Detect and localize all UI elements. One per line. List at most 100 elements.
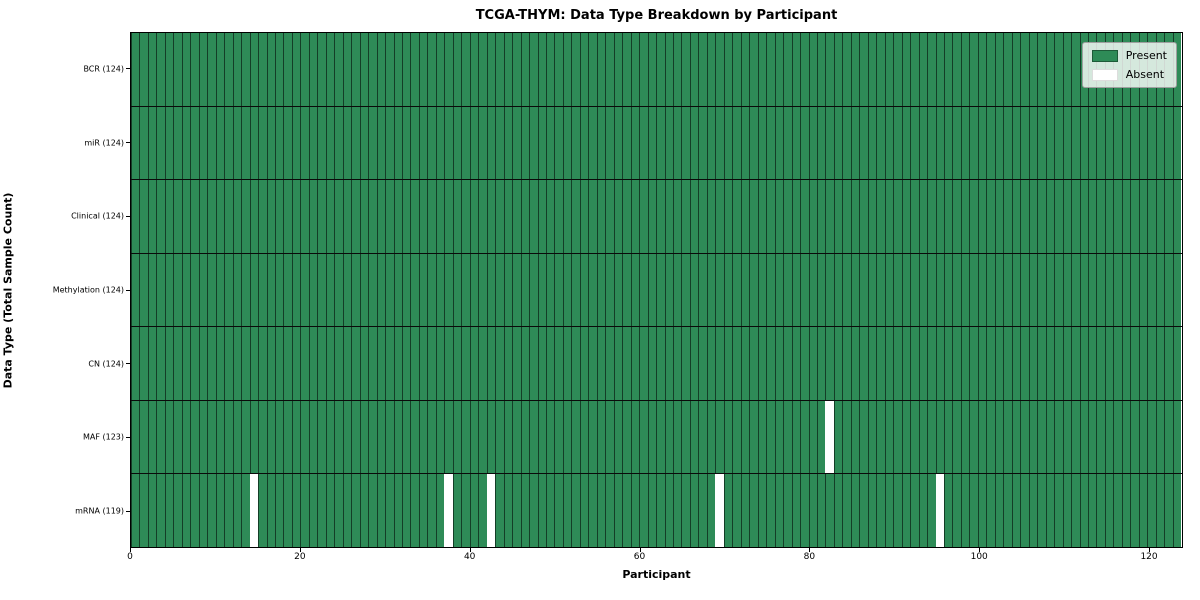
heatmap-cell	[918, 33, 928, 106]
heatmap-cell	[901, 327, 911, 400]
heatmap-cell	[1079, 327, 1088, 400]
heatmap-cell	[952, 474, 961, 548]
heatmap-cell	[766, 253, 775, 327]
heatmap-cell	[833, 253, 843, 327]
heatmap-row-clinical	[131, 180, 1182, 254]
heatmap-cell	[131, 106, 140, 180]
heatmap-cell	[605, 106, 614, 180]
heatmap-cell	[418, 474, 428, 548]
heatmap-cell	[1028, 33, 1038, 106]
heatmap-cell	[495, 180, 504, 253]
heatmap-cell	[274, 400, 284, 474]
heatmap-cell	[1079, 400, 1088, 474]
heatmap-cell	[715, 106, 724, 180]
heatmap-cell	[291, 33, 301, 106]
heatmap-row-methylation	[131, 253, 1182, 328]
heatmap-cell	[359, 106, 369, 180]
heatmap-cell	[376, 400, 386, 474]
heatmap-cell	[816, 33, 826, 106]
heatmap-cell	[681, 33, 690, 106]
heatmap-cell	[418, 106, 428, 180]
heatmap-cell	[495, 474, 504, 548]
heatmap-cell	[850, 33, 860, 106]
heatmap-cell	[1138, 106, 1148, 180]
heatmap-cell	[825, 253, 834, 327]
heatmap-cell	[342, 33, 352, 106]
heatmap-cell	[1045, 180, 1055, 253]
heatmap-cell	[368, 106, 377, 180]
heatmap-cell	[994, 400, 1004, 474]
heatmap-cell	[952, 33, 961, 106]
heatmap-cell	[749, 474, 758, 548]
heatmap-cell	[969, 106, 978, 180]
heatmap-cell	[469, 253, 479, 327]
heatmap-cell	[579, 106, 589, 180]
heatmap-cell	[1054, 33, 1063, 106]
heatmap-cell	[977, 327, 987, 400]
heatmap-cell	[131, 400, 140, 474]
heatmap-cell	[1164, 327, 1173, 400]
heatmap-cell	[622, 180, 631, 253]
heatmap-cell	[605, 33, 614, 106]
heatmap-cell	[876, 106, 885, 180]
heatmap-cell	[139, 33, 148, 106]
heatmap-cell	[545, 180, 555, 253]
heatmap-cell	[808, 474, 817, 548]
heatmap-cell	[291, 400, 301, 474]
heatmap-cell	[749, 327, 758, 400]
heatmap-cell	[283, 327, 292, 400]
heatmap-cell	[850, 400, 860, 474]
heatmap-cell	[944, 106, 953, 180]
heatmap-cell	[1011, 33, 1021, 106]
heatmap-cell	[816, 400, 826, 474]
heatmap-cell	[1147, 474, 1156, 548]
heatmap-cell	[190, 327, 199, 400]
heatmap-cell	[901, 474, 911, 548]
heatmap-cell	[300, 253, 309, 327]
heatmap-cell	[325, 253, 335, 327]
heatmap-cell	[673, 253, 682, 327]
heatmap-cell	[1096, 327, 1105, 400]
heatmap-cell	[359, 400, 369, 474]
heatmap-cell	[622, 106, 631, 180]
heatmap-cell	[816, 180, 826, 253]
heatmap-cell	[588, 33, 597, 106]
heatmap-cell	[816, 253, 826, 327]
heatmap-cell	[147, 327, 157, 400]
heatmap-cell	[1155, 327, 1165, 400]
heatmap-cell	[181, 180, 191, 253]
heatmap-cell	[1104, 327, 1114, 400]
heatmap-cell	[181, 253, 191, 327]
heatmap-cell	[444, 33, 453, 106]
heatmap-cell	[740, 253, 750, 327]
heatmap-cell	[927, 106, 936, 180]
heatmap-cell	[706, 33, 716, 106]
heatmap-cell	[266, 33, 275, 106]
heatmap-grid	[131, 33, 1182, 548]
heatmap-cell	[833, 400, 843, 474]
heatmap-cell	[554, 253, 563, 327]
heatmap-cell	[190, 253, 199, 327]
heatmap-cell	[1138, 400, 1148, 474]
heatmap-cell	[935, 180, 944, 253]
heatmap-cell	[1003, 400, 1012, 474]
heatmap-cell	[131, 33, 140, 106]
plot-area: Present Absent	[130, 32, 1183, 548]
heatmap-cell	[1172, 106, 1182, 180]
heatmap-cell	[198, 400, 208, 474]
heatmap-cell	[529, 106, 538, 180]
heatmap-cell	[689, 400, 699, 474]
heatmap-cell	[198, 253, 208, 327]
heatmap-cell	[960, 33, 970, 106]
heatmap-cell	[1121, 400, 1131, 474]
heatmap-cell	[1104, 253, 1114, 327]
heatmap-cell	[986, 180, 995, 253]
x-tick-mark	[979, 548, 981, 552]
heatmap-cell	[613, 180, 623, 253]
heatmap-cell	[1138, 253, 1148, 327]
heatmap-cell	[1155, 106, 1165, 180]
heatmap-cell	[486, 106, 496, 180]
heatmap-cell	[774, 327, 784, 400]
heatmap-cell	[554, 106, 563, 180]
heatmap-cell	[749, 400, 758, 474]
